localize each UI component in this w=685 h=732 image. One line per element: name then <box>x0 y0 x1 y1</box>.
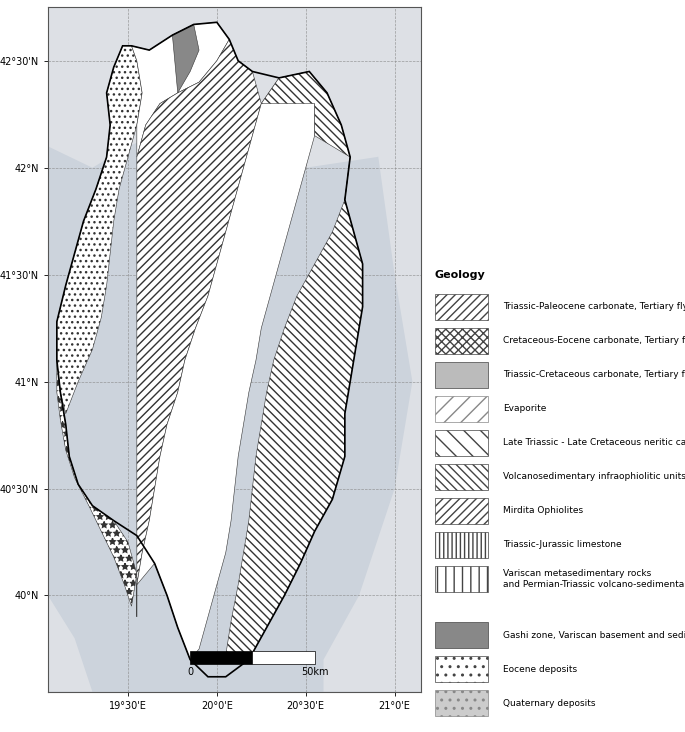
Text: Mirdita Ophiolites: Mirdita Ophiolites <box>503 507 583 515</box>
Text: Cretaceous-Eocene carbonate, Tertiary flysch: Cretaceous-Eocene carbonate, Tertiary fl… <box>503 336 685 346</box>
Polygon shape <box>323 7 421 692</box>
Bar <box>435 690 488 716</box>
Text: Late Triassic - Late Cretaceous neritic carbonate: Late Triassic - Late Cretaceous neritic … <box>503 438 685 447</box>
Polygon shape <box>226 72 362 660</box>
Polygon shape <box>48 7 421 168</box>
Polygon shape <box>137 40 261 617</box>
Bar <box>435 294 488 320</box>
Text: Triassic-Cretaceous carbonate, Tertiary flysch: Triassic-Cretaceous carbonate, Tertiary … <box>503 370 685 379</box>
Text: 50km: 50km <box>301 667 328 676</box>
Polygon shape <box>132 22 229 157</box>
Bar <box>435 622 488 648</box>
Bar <box>435 396 488 422</box>
Bar <box>435 328 488 354</box>
Text: Triassic-Jurassic limestone: Triassic-Jurassic limestone <box>503 540 622 550</box>
Text: Evaporite: Evaporite <box>503 404 547 414</box>
Bar <box>252 651 314 664</box>
Bar <box>435 464 488 490</box>
Bar <box>435 566 488 592</box>
Text: Triassic-Paleocene carbonate, Tertiary flysch: Triassic-Paleocene carbonate, Tertiary f… <box>503 302 685 311</box>
Polygon shape <box>137 72 314 660</box>
Bar <box>435 532 488 558</box>
Polygon shape <box>57 360 137 606</box>
Text: Variscan metasedimentary rocks
and Permian-Triassic volcano-sedimentary rocks: Variscan metasedimentary rocks and Permi… <box>503 569 685 589</box>
Bar <box>435 498 488 524</box>
Text: Geology: Geology <box>435 270 486 280</box>
Bar <box>190 651 252 664</box>
Bar <box>435 430 488 456</box>
Text: Quaternary deposits: Quaternary deposits <box>503 699 595 708</box>
Text: 0: 0 <box>187 667 193 676</box>
Polygon shape <box>57 46 142 414</box>
Bar <box>435 657 488 682</box>
Bar <box>435 362 488 388</box>
Text: Volcanosedimentary infraophiolitic units: Volcanosedimentary infraophiolitic units <box>503 472 685 482</box>
Polygon shape <box>48 596 92 692</box>
Text: Gashi zone, Variscan basement and sedimentary cover: Gashi zone, Variscan basement and sedime… <box>503 631 685 640</box>
Text: Eocene deposits: Eocene deposits <box>503 665 577 673</box>
Polygon shape <box>173 24 199 93</box>
